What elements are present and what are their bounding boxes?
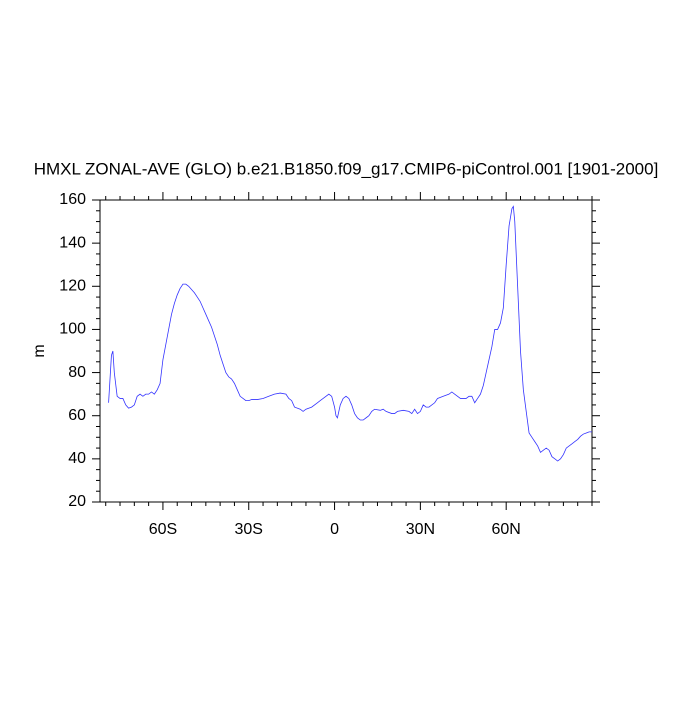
y-tick-label: 160	[59, 191, 86, 208]
x-tick-label: 60N	[492, 521, 521, 538]
y-tick-label: 60	[68, 407, 86, 424]
y-tick-label: 120	[59, 278, 86, 295]
y-axis-label: m	[31, 344, 48, 357]
data-line	[108, 205, 592, 462]
y-tick-label: 140	[59, 234, 86, 251]
plot-frame	[99, 199, 593, 503]
x-tick-label: 30N	[406, 521, 435, 538]
y-tick-label: 80	[68, 364, 86, 381]
x-tick-label: 0	[330, 521, 339, 538]
y-tick-label: 20	[68, 493, 86, 510]
chart-title: HMXL ZONAL-AVE (GLO) b.e21.B1850.f09_g17…	[34, 159, 659, 178]
y-tick-label: 100	[59, 321, 86, 338]
x-tick-label: 60S	[149, 521, 177, 538]
y-tick-label: 40	[68, 450, 86, 467]
x-tick-label: 30S	[235, 521, 263, 538]
